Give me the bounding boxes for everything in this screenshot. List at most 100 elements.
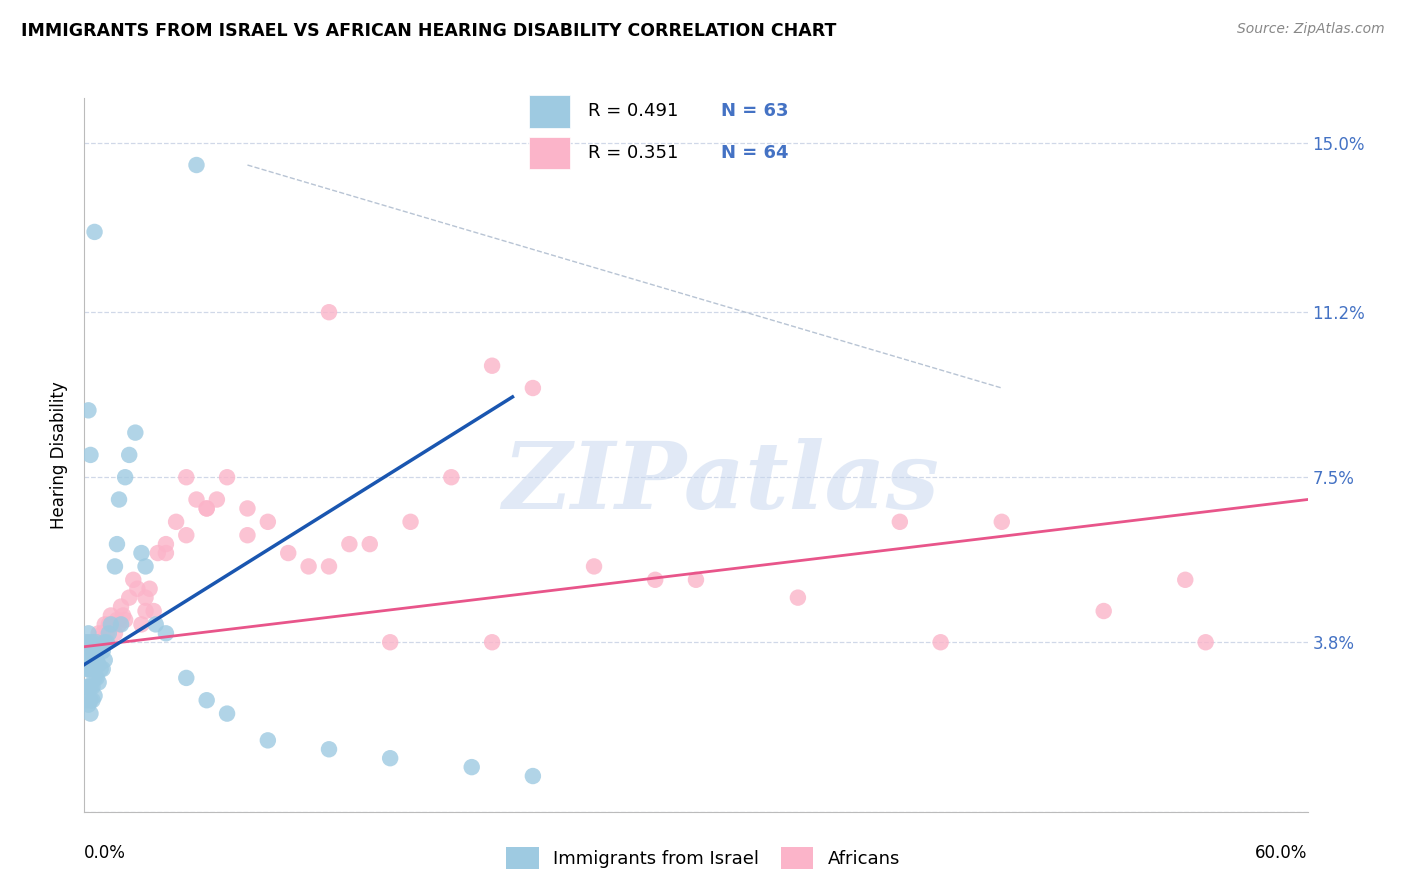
Point [339, 537, 361, 551]
Point [644, 573, 666, 587]
Point [440, 470, 463, 484]
Point [165, 515, 187, 529]
Point [481, 359, 503, 373]
Point [257, 515, 280, 529]
Point [114, 470, 136, 484]
Point [87, 675, 110, 690]
Point [114, 613, 136, 627]
Point [100, 617, 122, 632]
Point [889, 515, 911, 529]
Point [380, 751, 402, 765]
Point [186, 492, 208, 507]
Legend: Immigrants from Israel, Africans: Immigrants from Israel, Africans [499, 839, 907, 876]
Point [93, 635, 117, 649]
Point [83, 657, 105, 672]
Point [127, 582, 149, 596]
Point [77, 644, 100, 658]
Point [481, 635, 503, 649]
FancyBboxPatch shape [530, 137, 569, 169]
Point [205, 492, 228, 507]
Point [135, 604, 157, 618]
Point [87, 626, 110, 640]
Point [83, 635, 105, 649]
Point [82, 644, 104, 658]
Point [146, 546, 169, 560]
Point [87, 640, 110, 654]
Point [1092, 604, 1115, 618]
Point [77, 644, 100, 658]
Point [93, 653, 117, 667]
Point [298, 559, 321, 574]
Point [96, 635, 118, 649]
Point [91, 662, 114, 676]
Point [100, 608, 122, 623]
Point [75, 635, 97, 649]
Point [82, 635, 104, 649]
Text: R = 0.351: R = 0.351 [588, 145, 679, 162]
Point [90, 635, 112, 649]
Point [142, 604, 165, 618]
Point [522, 381, 544, 395]
Point [83, 689, 105, 703]
Point [110, 599, 132, 614]
Point [277, 546, 299, 560]
Point [131, 546, 153, 560]
Point [86, 671, 108, 685]
Point [83, 644, 105, 658]
Text: Source: ZipAtlas.com: Source: ZipAtlas.com [1237, 22, 1385, 37]
Point [77, 403, 100, 417]
Point [87, 657, 110, 672]
Point [155, 626, 177, 640]
Point [79, 680, 101, 694]
Point [176, 671, 198, 685]
Point [176, 528, 198, 542]
Point [75, 662, 97, 676]
Point [685, 573, 707, 587]
Point [217, 470, 239, 484]
Point [79, 662, 101, 676]
Point [195, 501, 218, 516]
Point [236, 528, 259, 542]
Point [91, 626, 114, 640]
Text: 60.0%: 60.0% [1256, 844, 1308, 862]
Point [86, 635, 108, 649]
Point [359, 537, 381, 551]
Point [105, 537, 128, 551]
Y-axis label: Hearing Disability: Hearing Disability [51, 381, 69, 529]
Text: R = 0.491: R = 0.491 [588, 103, 679, 120]
Point [108, 492, 131, 507]
Point [77, 680, 100, 694]
Point [112, 608, 135, 623]
Point [124, 425, 146, 440]
Point [86, 653, 108, 667]
Point [145, 617, 167, 632]
Point [83, 671, 105, 685]
Point [135, 591, 157, 605]
Point [79, 635, 101, 649]
Point [96, 626, 118, 640]
Point [82, 648, 104, 663]
Point [104, 559, 127, 574]
Point [75, 635, 97, 649]
Point [90, 640, 112, 654]
Point [318, 559, 340, 574]
Point [929, 635, 952, 649]
Point [135, 559, 157, 574]
Point [79, 693, 101, 707]
Point [380, 635, 402, 649]
Point [108, 617, 131, 632]
Text: 0.0%: 0.0% [84, 844, 127, 862]
Point [79, 706, 101, 721]
Point [75, 693, 97, 707]
Point [155, 537, 177, 551]
Point [77, 698, 100, 712]
Point [79, 648, 101, 663]
Point [90, 662, 112, 676]
Point [82, 662, 104, 676]
Point [75, 648, 97, 663]
Point [138, 582, 160, 596]
Point [131, 617, 153, 632]
Point [461, 760, 484, 774]
Text: N = 64: N = 64 [721, 145, 789, 162]
Point [991, 515, 1014, 529]
